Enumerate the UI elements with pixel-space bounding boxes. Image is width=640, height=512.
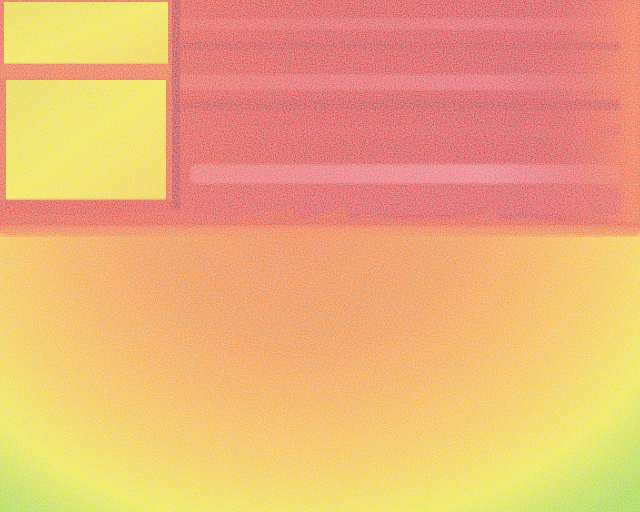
slat-line	[180, 74, 620, 90]
left-wall-lower-panel	[6, 80, 166, 200]
bench-highlight	[190, 164, 620, 184]
slat-line	[180, 18, 620, 30]
bench-base-edge	[0, 206, 640, 232]
left-wall-upper-panel	[4, 2, 168, 64]
